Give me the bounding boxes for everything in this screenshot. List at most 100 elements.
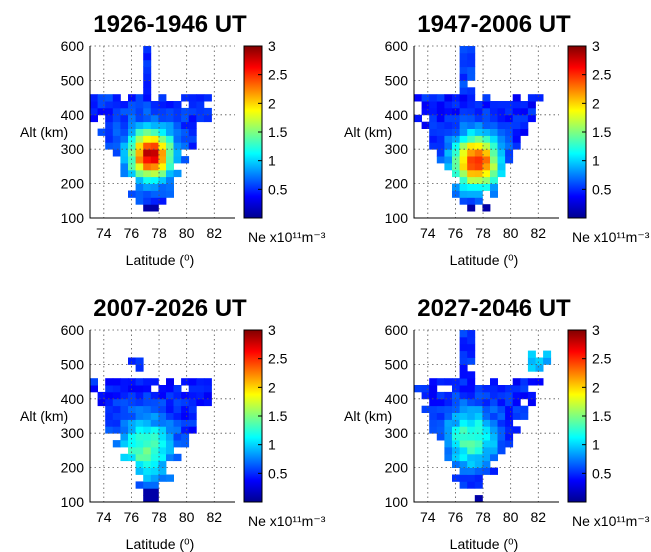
heatmap-cell [474,169,483,178]
heatmap-cell [158,94,167,102]
heatmap-cell [166,121,174,129]
heatmap-cell [143,412,152,420]
heatmap-cell [482,128,491,136]
heatmap-cell [512,385,521,393]
y-tick-label: 600 [61,322,85,338]
heatmap-cell [482,163,491,171]
colorbar-label: Ne x10¹¹m⁻³ [248,229,326,245]
panel-2007-2026: 2007-2026 UT 100 200 300 400 500 600 74 76 78 80… [20,295,326,552]
heatmap-cell [429,398,438,407]
heatmap-cell [490,107,498,116]
heatmap-cell [158,176,167,184]
x-tick-label: 74 [420,225,436,241]
heatmap-cell [143,391,152,400]
heatmap-cell [490,433,498,441]
heatmap-cell [452,385,460,393]
y-tick-label: 300 [385,141,409,157]
heatmap-cell [505,101,514,109]
grid-lines [413,45,559,219]
heatmap-cell [173,135,182,143]
heatmap-cell [474,412,483,420]
heatmap-cell [444,121,453,129]
heatmap-cell [128,426,136,434]
heatmap-cell [158,433,167,441]
heatmap-cell [474,385,483,393]
heatmap-cell [158,474,167,482]
heatmap-cell [459,94,468,102]
heatmap-cell [436,405,445,413]
heatmap-cell [467,114,476,123]
heatmap-cell [188,426,197,434]
heatmap-cell [181,378,190,386]
heatmap-cell [467,426,476,434]
x-tick-label: 80 [503,509,519,525]
heatmap-cell [482,183,491,191]
heatmap-cell [452,107,460,116]
heatmap-cell [505,419,514,427]
heatmap-cell [128,357,136,365]
heatmap-cell [452,183,460,191]
x-tick-label: 78 [151,509,167,525]
heatmap-cell [444,163,453,171]
heatmap-cell [490,405,498,413]
heatmap-cell [467,460,476,468]
heatmap-cell [143,378,152,386]
x-tick-labels: 74 76 78 80 82 [420,509,546,525]
colorbar-tick-label: 2 [268,95,276,111]
colorbar-tick-label: 1.5 [268,408,288,424]
colorbar-tick-label: 1.5 [268,124,288,140]
panel-2027-2046: 2027-2046 UT 100 200 300 400 500 600 74 76 78 80… [344,295,650,552]
heatmap-cell [181,128,190,136]
heatmap-cell [150,378,159,386]
heatmap-cell [535,378,544,386]
x-tick-label: 80 [179,509,195,525]
heatmap-cell [444,128,453,136]
axes-frame [89,330,235,503]
heatmap-cell [490,385,498,393]
heatmap-cell [135,419,144,427]
heatmap-cell [482,101,491,109]
heatmap-cell [196,107,205,116]
heatmap-cell [166,135,174,143]
heatmap-cell [459,378,468,386]
heatmap-cell [181,121,190,129]
heatmap-cell [452,156,460,164]
heatmap-cell [436,419,445,427]
colorbar-tick-label: 2 [592,95,600,111]
heatmap-cell [527,114,536,123]
heatmap-cell [512,405,521,413]
heatmap-cell [128,135,136,143]
heatmap-cell [128,378,136,386]
heatmap-cell [482,447,491,455]
heatmap-cell [497,107,506,116]
heatmap-cell [173,391,182,400]
heatmap-cell [196,398,205,407]
heatmap-cell [436,378,445,386]
heatmap-cell [143,135,152,143]
heatmap-cell [90,94,98,102]
heatmap-cell [512,135,521,143]
heatmap-cell [474,453,483,462]
heatmap-cell [452,391,460,400]
heatmap-cell [436,433,445,441]
heatmap-cell [459,121,468,129]
heatmap-cell [143,156,152,164]
heatmap-cell [120,135,129,143]
heatmap-cell [166,163,174,171]
heatmap-cell [135,149,144,157]
heatmap-cell [203,385,212,393]
heatmap-cell [112,101,121,109]
heatmap-cell [459,474,468,482]
heatmap-cell [105,142,114,150]
heatmap-cell [196,101,205,109]
heatmap-cell [135,128,144,136]
heatmap-cell [143,460,152,468]
heatmap-cell [512,378,521,386]
heatmap-cell [490,176,498,184]
heatmap-cell [150,121,159,129]
heatmap-cell [474,114,483,123]
heatmap-cell [196,94,205,102]
heatmap-cell [459,80,468,88]
heatmap-cell [505,385,514,393]
heatmap-cell [436,142,445,150]
